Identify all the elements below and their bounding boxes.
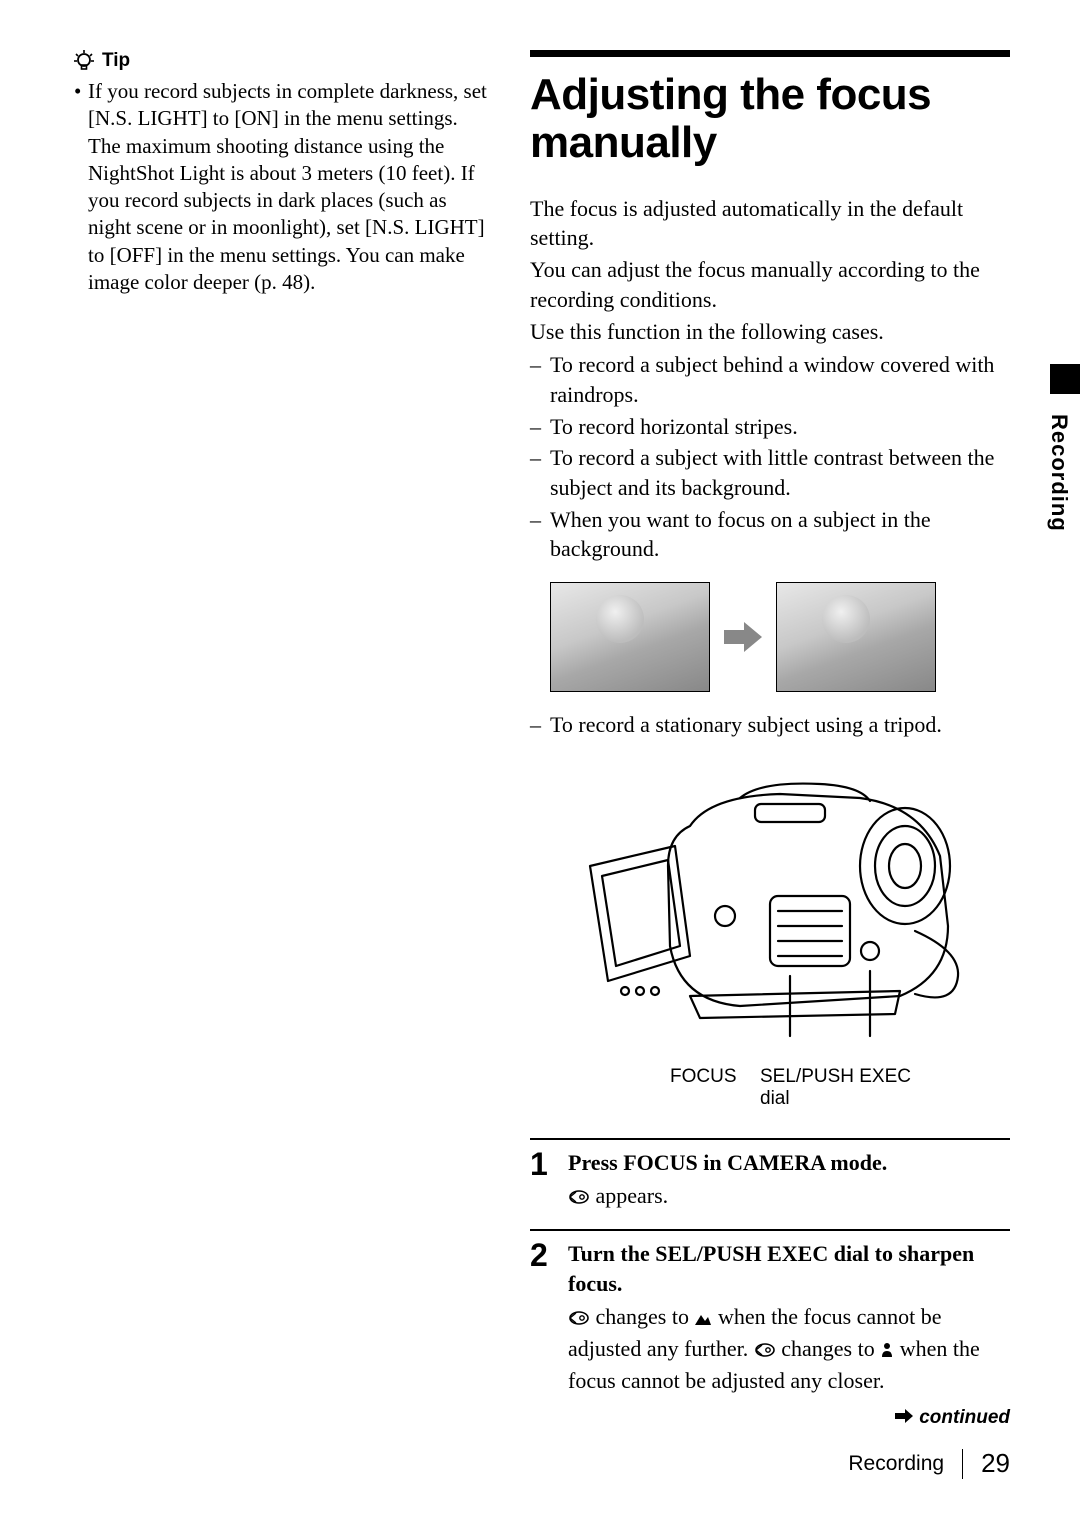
lightbulb-tip-icon bbox=[74, 50, 94, 72]
photo-blurred bbox=[550, 582, 710, 692]
step-number: 2 bbox=[530, 1239, 554, 1395]
use-cases-list-after: To record a stationary subject using a t… bbox=[530, 710, 1010, 740]
cam-label-dial: SEL/PUSH EXEC dial bbox=[760, 1066, 920, 1110]
continued-indicator: continued bbox=[895, 1407, 1010, 1429]
camcorder-illustration bbox=[560, 776, 980, 1056]
use-case: When you want to focus on a subject in t… bbox=[530, 505, 1010, 564]
step-title: Press FOCUS in CAMERA mode. bbox=[568, 1148, 1010, 1178]
camcorder-labels: FOCUS SEL/PUSH EXEC dial bbox=[560, 1066, 960, 1110]
arrow-right-icon bbox=[724, 622, 762, 652]
intro-p2: You can adjust the focus manually accord… bbox=[530, 255, 1010, 314]
section-tab: Recording bbox=[1038, 384, 1080, 584]
page-footer: Recording 29 bbox=[848, 1448, 1010, 1479]
intro-p1: The focus is adjusted automatically in t… bbox=[530, 194, 1010, 253]
use-cases-list: To record a subject behind a window cove… bbox=[530, 350, 1010, 564]
intro-block: The focus is adjusted automatically in t… bbox=[530, 194, 1010, 346]
use-case: To record horizontal stripes. bbox=[530, 412, 1010, 442]
mountain-icon bbox=[694, 1304, 712, 1334]
manual-focus-icon bbox=[568, 1304, 590, 1334]
continued-text: continued bbox=[919, 1407, 1010, 1429]
person-icon bbox=[880, 1336, 894, 1366]
step-desc: changes to when the focus cannot be adju… bbox=[568, 1302, 1010, 1395]
step-1: 1 Press FOCUS in CAMERA mode. appears. bbox=[530, 1138, 1010, 1229]
manual-focus-icon bbox=[568, 1183, 590, 1213]
footer-page-number: 29 bbox=[981, 1448, 1010, 1479]
use-case: To record a subject behind a window cove… bbox=[530, 350, 1010, 409]
footer-divider bbox=[962, 1449, 963, 1479]
example-photos bbox=[550, 582, 1010, 692]
manual-focus-icon bbox=[754, 1336, 776, 1366]
step-number: 1 bbox=[530, 1148, 554, 1213]
tip-text: If you record subjects in complete darkn… bbox=[74, 78, 490, 296]
use-case: To record a subject with little contrast… bbox=[530, 443, 1010, 502]
step-desc: appears. bbox=[568, 1181, 1010, 1213]
tip-header: Tip bbox=[74, 50, 490, 72]
page-title: Adjusting the focus manually bbox=[530, 50, 1010, 168]
step-title: Turn the SEL/PUSH EXEC dial to sharpen f… bbox=[568, 1239, 1010, 1298]
photo-focused bbox=[776, 582, 936, 692]
use-case-after: To record a stationary subject using a t… bbox=[530, 710, 1010, 740]
tip-body: If you record subjects in complete darkn… bbox=[60, 78, 490, 296]
arrow-right-icon bbox=[895, 1407, 913, 1429]
intro-p3: Use this function in the following cases… bbox=[530, 317, 1010, 347]
step-2: 2 Turn the SEL/PUSH EXEC dial to sharpen… bbox=[530, 1229, 1010, 1411]
section-tab-label: Recording bbox=[1046, 414, 1072, 532]
tip-label: Tip bbox=[102, 50, 130, 72]
cam-label-focus: FOCUS bbox=[670, 1066, 737, 1110]
footer-section: Recording bbox=[848, 1452, 944, 1476]
